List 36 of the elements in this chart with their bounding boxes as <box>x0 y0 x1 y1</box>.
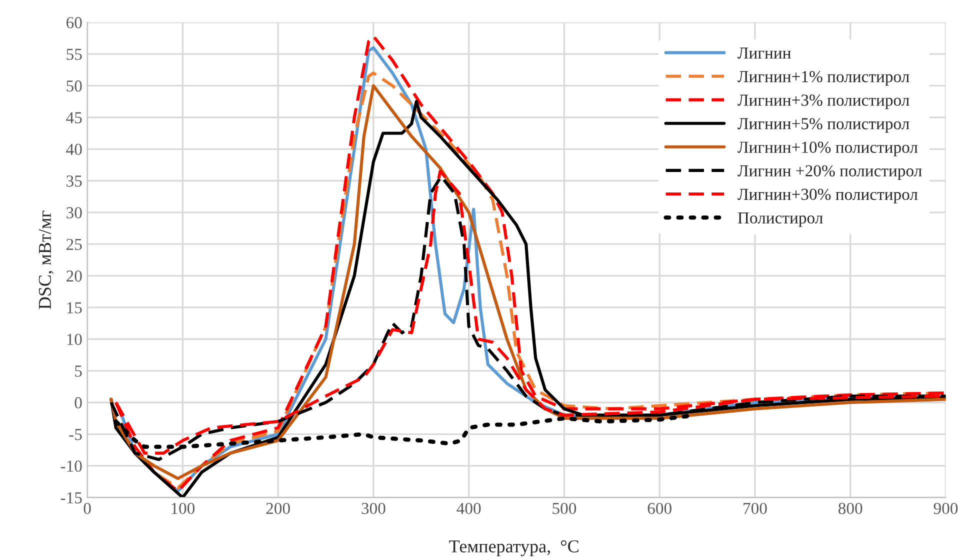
x-tick-label: 500 <box>552 502 576 514</box>
y-tick-label: -10 <box>60 460 82 472</box>
y-tick-label: 5 <box>75 366 82 377</box>
y-tick-label: 15 <box>67 302 82 314</box>
y-tick-label: 25 <box>66 238 82 250</box>
x-tick-label: 800 <box>838 502 862 514</box>
legend-label: Лигнин+10% полистирол <box>738 142 918 156</box>
y-tick-label: -5 <box>69 429 82 440</box>
y-tick-label: 55 <box>66 48 82 60</box>
y-tick-label: 50 <box>66 80 82 92</box>
legend-label: Лигнин <box>738 48 791 59</box>
x-tick-label: 0 <box>84 502 91 514</box>
x-axis-title: Температура, °C <box>449 540 578 556</box>
x-tick-label: 600 <box>648 502 672 514</box>
y-tick-label: 40 <box>66 144 82 156</box>
legend-label: Лигнин +20% полистирол <box>738 165 922 180</box>
legend-label: Лигнин+3% полистирол <box>738 94 910 110</box>
x-tick-label: 400 <box>456 502 481 514</box>
y-tick-label: 35 <box>66 175 82 187</box>
legend-label: Лигнин+30% полистирол <box>738 188 918 204</box>
y-axis-title: DSC, мВт/мг <box>38 210 54 310</box>
x-tick-label: 700 <box>744 502 767 514</box>
x-tick-label: 300 <box>362 502 386 514</box>
x-tick-label: 200 <box>266 502 290 514</box>
legend-label: Полистирол <box>738 212 823 227</box>
legend-label: Лигнин+1% полистирол <box>738 70 910 86</box>
x-tick-label: 900 <box>934 502 958 514</box>
y-tick-label: 45 <box>66 112 82 124</box>
legend-label: Лигнин+5% полистирол <box>738 118 910 133</box>
y-tick-label: 0 <box>74 397 82 408</box>
y-tick-label: 20 <box>66 270 82 282</box>
y-tick-label: 60 <box>66 17 82 28</box>
y-tick-label: 30 <box>66 207 82 218</box>
y-tick-label: -15 <box>60 492 82 504</box>
x-tick-label: 100 <box>172 502 195 514</box>
y-tick-label: 10 <box>67 334 82 346</box>
